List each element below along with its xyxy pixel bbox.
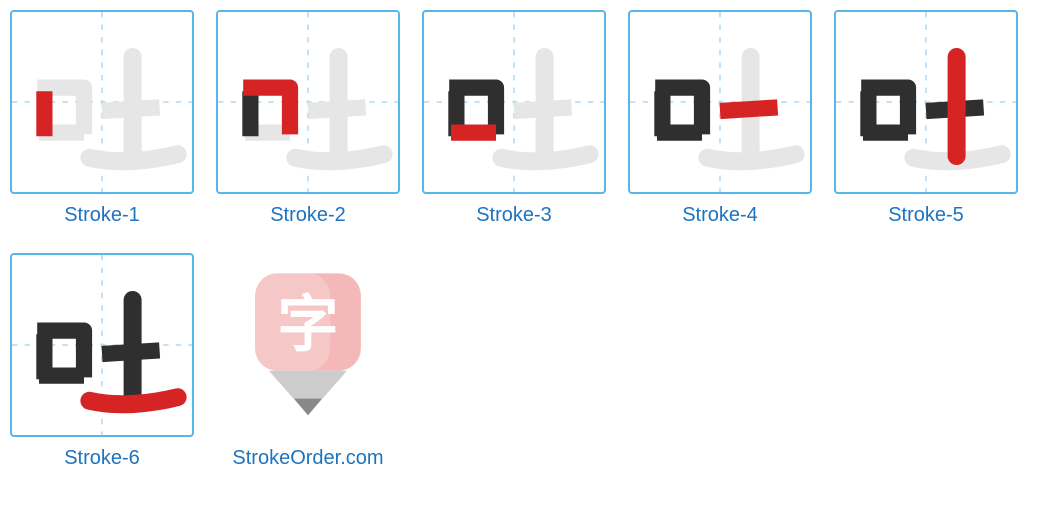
stroke-cell: Stroke-2 (216, 10, 400, 227)
stroke-cell: Stroke-5 (834, 10, 1018, 227)
watermark-icon: 字 (216, 253, 400, 437)
stroke-label: Stroke-4 (682, 204, 758, 227)
row-1: Stroke-1 Stroke-2 Stroke-3 Stroke-4 Stro… (10, 10, 1040, 227)
stroke-cell: Stroke-3 (422, 10, 606, 227)
stroke-cell: Stroke-1 (10, 10, 194, 227)
stroke-label: Stroke-2 (270, 204, 346, 227)
svg-text:字: 字 (277, 291, 338, 359)
stroke-box (10, 253, 194, 437)
stroke-label: Stroke-3 (476, 204, 552, 227)
stage: Stroke-1 Stroke-2 Stroke-3 Stroke-4 Stro… (0, 0, 1050, 514)
stroke-box (422, 10, 606, 194)
stroke-box (834, 10, 1018, 194)
stroke-box (10, 10, 194, 194)
site-label: StrokeOrder.com (232, 447, 383, 470)
stroke-box (628, 10, 812, 194)
stroke-box (216, 10, 400, 194)
stroke-label: Stroke-6 (64, 447, 140, 470)
stroke-cell: Stroke-4 (628, 10, 812, 227)
row-2: Stroke-6 字 StrokeOrder.com (10, 253, 1040, 470)
stroke-label: Stroke-1 (64, 204, 140, 227)
stroke-label: Stroke-5 (888, 204, 964, 227)
watermark-cell: 字 StrokeOrder.com (216, 253, 400, 470)
stroke-cell: Stroke-6 (10, 253, 194, 470)
